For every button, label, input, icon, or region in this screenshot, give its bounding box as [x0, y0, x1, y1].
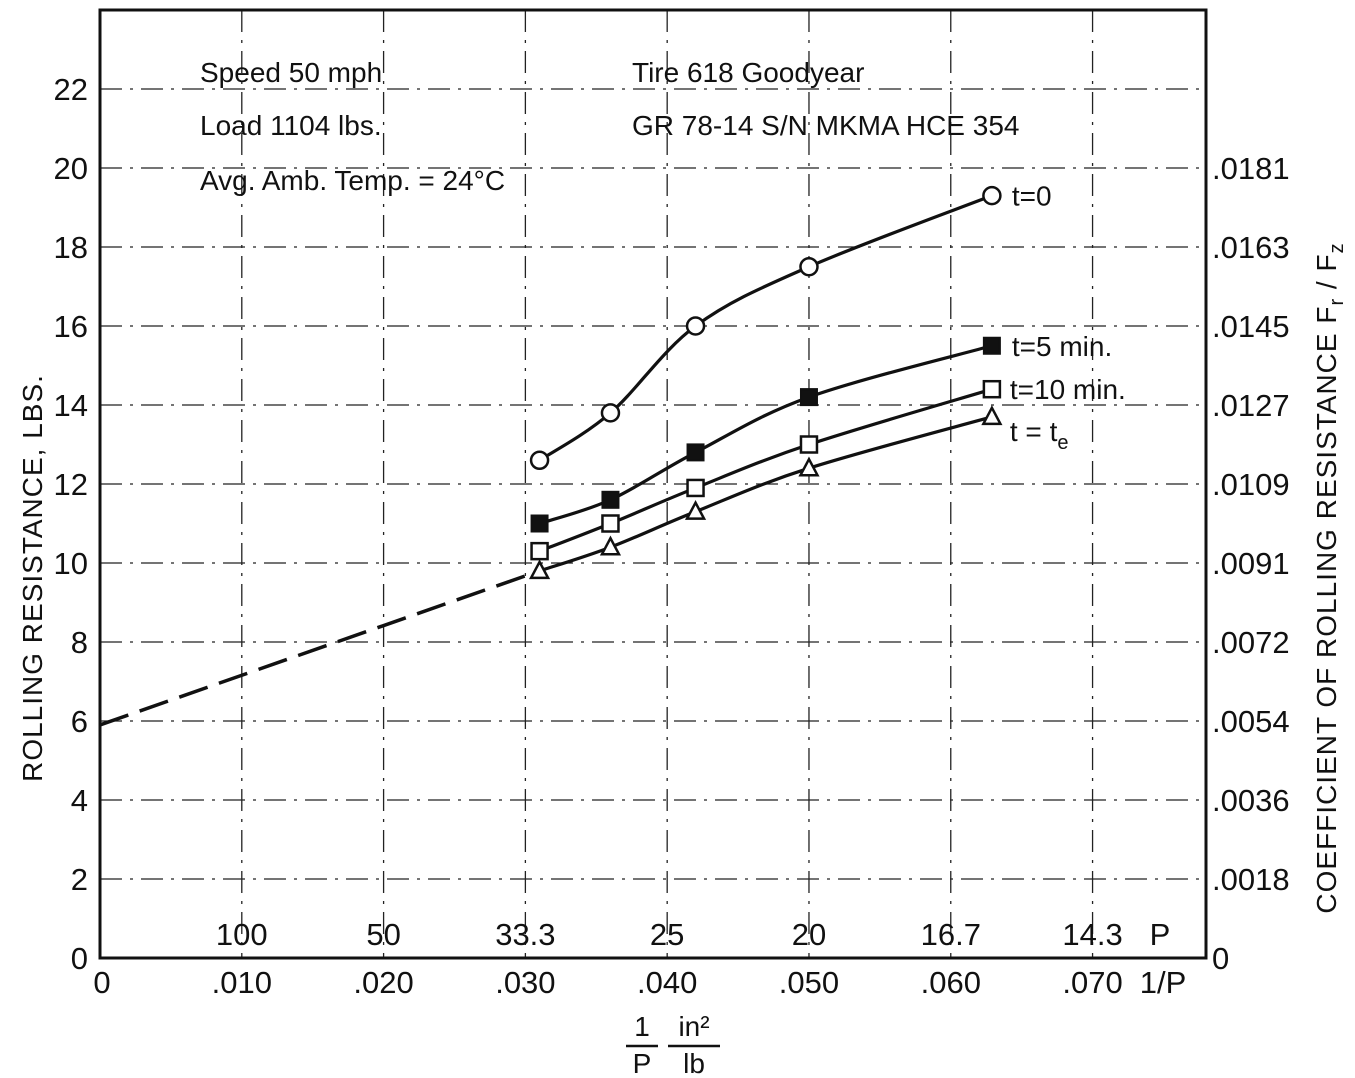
y-tick-label: 16 — [54, 309, 88, 344]
marker-triangle — [981, 405, 1003, 426]
marker-circle — [600, 403, 621, 423]
marker-circle — [799, 257, 819, 277]
grid-lines — [100, 10, 1206, 958]
left-axis-ticks: 0 2 4 6 8 10 12 14 16 18 20 22 — [54, 72, 88, 976]
y-axis-title: ROLLING RESISTANCE, LBS. — [17, 374, 48, 782]
marker-filled-square — [686, 443, 705, 462]
right-axis-title: COEFFICIENT OF ROLLING RESISTANCE Fr / F… — [1311, 242, 1348, 913]
x-axis-name: 1/P — [1140, 965, 1187, 1000]
annotation-load: Load 1104 lbs. — [200, 110, 382, 141]
p-tick-label: 100 — [216, 917, 268, 952]
right-axis-title-sub-r: r — [1326, 298, 1348, 306]
series-label-subscript: e — [1057, 432, 1068, 454]
annotation-tire-size: GR 78-14 S/N MKMA HCE 354 — [632, 110, 1019, 141]
x-tick-label: .050 — [779, 965, 839, 1000]
y-tick-label: 12 — [54, 467, 88, 502]
annotation-tire: Tire 618 Goodyear — [632, 57, 864, 88]
series-label-3: t=10 min. — [1010, 374, 1126, 405]
right-tick-label: .0145 — [1212, 309, 1290, 344]
x-title-denominator: P — [633, 1048, 652, 1078]
marker-triangle — [798, 456, 820, 477]
right-tick-label: .0036 — [1212, 783, 1290, 818]
y-tick-label: 0 — [71, 941, 88, 976]
series-label-main: t = t — [1010, 416, 1058, 447]
y-tick-label: 22 — [54, 72, 88, 107]
right-tick-label: .0018 — [1212, 862, 1290, 897]
p-tick-label: 16.7 — [921, 917, 981, 952]
y-tick-label: 2 — [71, 862, 88, 897]
right-tick-label: .0054 — [1212, 704, 1290, 739]
marker-circle — [685, 316, 706, 336]
right-axis-title-separator: / F — [1311, 253, 1342, 297]
x-axis-title: 1 P in² lb — [626, 1011, 720, 1078]
right-tick-label: .0072 — [1212, 625, 1290, 660]
right-tick-label: 0 — [1212, 941, 1229, 976]
x-tick-label: .030 — [495, 965, 555, 1000]
y-tick-label: 8 — [71, 625, 88, 660]
series-markers — [528, 185, 1003, 580]
p-tick-label: 25 — [650, 917, 684, 952]
p-tick-label: 33.3 — [495, 917, 555, 952]
right-axis-title-sub-z: z — [1326, 242, 1348, 253]
marker-triangle — [684, 499, 707, 520]
series-label-2: t=5 min. — [1012, 331, 1112, 362]
p-axis-name: P — [1150, 917, 1171, 952]
right-axis-ticks: 0 .0018 .0036 .0054 .0072 .0091 .0109 .0127 .014… — [1212, 151, 1290, 976]
p-tick-label: 14.3 — [1062, 917, 1122, 952]
right-tick-label: .0091 — [1212, 546, 1290, 581]
series-line-4 — [539, 415, 993, 573]
y-tick-label: 10 — [54, 546, 88, 581]
series-line-1 — [538, 194, 993, 462]
bottom-axis-ticks: 0 .010 .020 .030 .040 .050 .060 .070 1/P — [93, 965, 1186, 1000]
marker-open-square — [982, 379, 1002, 399]
marker-filled-square — [799, 388, 818, 407]
series-curves — [99, 194, 993, 727]
x-origin-label: 0 — [93, 965, 110, 1000]
p-tick-label: 50 — [366, 917, 400, 952]
series-label-1: t=0 — [1012, 181, 1052, 212]
x-tick-label: .010 — [212, 965, 272, 1000]
extrapolation-dashed-line — [99, 569, 541, 727]
marker-open-square — [601, 514, 620, 533]
y-tick-label: 18 — [54, 230, 88, 265]
series-label-4: t = te — [1010, 416, 1069, 454]
annotation-speed: Speed 50 mph — [200, 57, 382, 88]
marker-open-square — [686, 478, 705, 498]
right-tick-label: .0127 — [1212, 388, 1290, 423]
right-axis-title-main: COEFFICIENT OF ROLLING RESISTANCE F — [1311, 306, 1342, 914]
x-title-unit-denominator: lb — [683, 1048, 705, 1078]
annotation-temperature: Avg. Amb. Temp. = 24°C — [200, 165, 505, 196]
marker-triangle — [528, 559, 551, 580]
x-tick-label: .020 — [353, 965, 413, 1000]
marker-open-square — [530, 541, 549, 561]
marker-open-square — [799, 435, 819, 454]
x-title-unit-numerator: in² — [678, 1011, 709, 1042]
right-tick-label: .0163 — [1212, 230, 1290, 265]
right-tick-label: .0109 — [1212, 467, 1290, 502]
marker-filled-square — [982, 336, 1001, 355]
series-line-3 — [538, 387, 993, 553]
plot-frame — [98, 8, 1208, 960]
x-tick-label: .070 — [1062, 965, 1122, 1000]
right-tick-label: .0181 — [1212, 151, 1290, 186]
x-tick-label: .060 — [921, 965, 981, 1000]
y-tick-label: 4 — [71, 783, 88, 818]
y-tick-label: 6 — [71, 704, 88, 739]
marker-circle — [982, 185, 1002, 206]
x-title-numerator: 1 — [634, 1011, 650, 1042]
x-tick-label: .040 — [637, 965, 697, 1000]
marker-filled-square — [601, 490, 620, 509]
p-tick-label: 20 — [792, 917, 826, 952]
y-tick-label: 20 — [54, 151, 88, 186]
marker-filled-square — [530, 514, 549, 533]
pressure-axis-ticks: 100 50 33.3 25 20 16.7 14.3 P — [216, 917, 1170, 952]
y-tick-label: 14 — [54, 388, 88, 423]
series-line-2 — [539, 344, 993, 526]
series-labels: t=0 t=5 min. t=10 min. t = te — [1010, 181, 1126, 454]
marker-circle — [529, 450, 550, 471]
marker-triangle — [599, 535, 622, 556]
